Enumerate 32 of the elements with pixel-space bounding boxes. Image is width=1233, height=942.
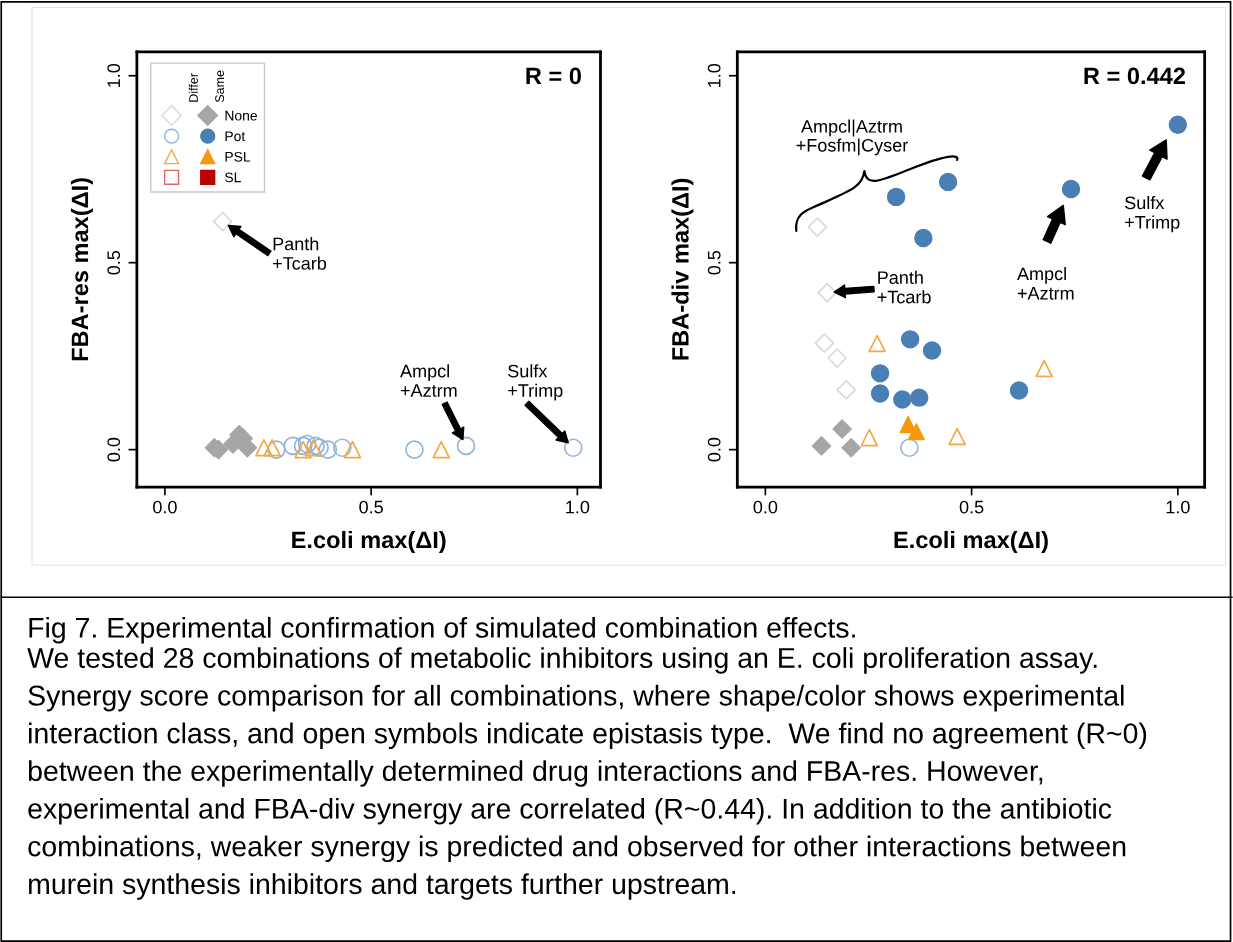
legend-label: Pot [225, 131, 246, 142]
annotation: R = 0 [526, 67, 581, 85]
annotation: Ampcl +Aztrm [400, 364, 457, 397]
annotation: Ampcl|Aztrm +Fosfm|Cyser [796, 119, 908, 156]
text: Differ Same [188, 70, 225, 103]
x-tick-label: 0.5 [959, 500, 984, 514]
x-tick-label: 0.0 [753, 500, 778, 514]
legend-label: SL [225, 172, 241, 183]
y-tick-label: 0.5 [707, 250, 721, 275]
y-axis-title: FBA-div max(ΔI) [671, 178, 694, 360]
y-axis-title: FBA-res max(ΔI) [70, 178, 93, 361]
x-tick-label: 0.0 [153, 500, 177, 514]
x-tick-label: 1.0 [1166, 500, 1190, 514]
annotation: Ampcl +Aztrm [1017, 266, 1074, 300]
annotation: Panth +Tcarb [877, 270, 931, 304]
caption: Fig 7. Experimental confirmation of simulated combination effects. [29, 616, 855, 644]
legend-label: PSL [225, 151, 251, 162]
annotation: Sulfx +Trimp [508, 364, 563, 401]
text: We tested 28 combinations of metabolic inhibitors using an E. coli proliferation assay. Synergy score comparison for all combinations, where shape/color shows experimental interaction class, and open symbols indicate epistasis type. We find no agreement (R~0) between the experimentally determined drug interactions and FBA-res. However, experimental and FBA-div synergy are correlated (R~0.44). In addition to the antibiotic combinations, weaker synergy is predicted and observed for other interactions between murein synthesis inhibitors and targets further upstream. [27, 647, 1147, 900]
annotation: Panth +Tcarb [273, 237, 327, 270]
legend-label: None [225, 110, 257, 121]
annotation: Sulfx +Trimp [1125, 195, 1180, 233]
x-axis-title: E.coli max(ΔI) [894, 530, 1048, 553]
y-tick-label: 0.0 [107, 437, 121, 462]
y-tick-label: 1.0 [707, 63, 721, 87]
y-tick-label: 0.5 [107, 250, 121, 275]
x-axis-title: E.coli max(ΔI) [292, 530, 446, 553]
y-tick-label: 0.0 [707, 437, 721, 462]
x-tick-label: 0.5 [359, 500, 383, 514]
annotation: R = 0.442 [1084, 67, 1186, 85]
y-tick-label: 1.0 [107, 63, 121, 87]
x-tick-label: 1.0 [566, 500, 590, 514]
